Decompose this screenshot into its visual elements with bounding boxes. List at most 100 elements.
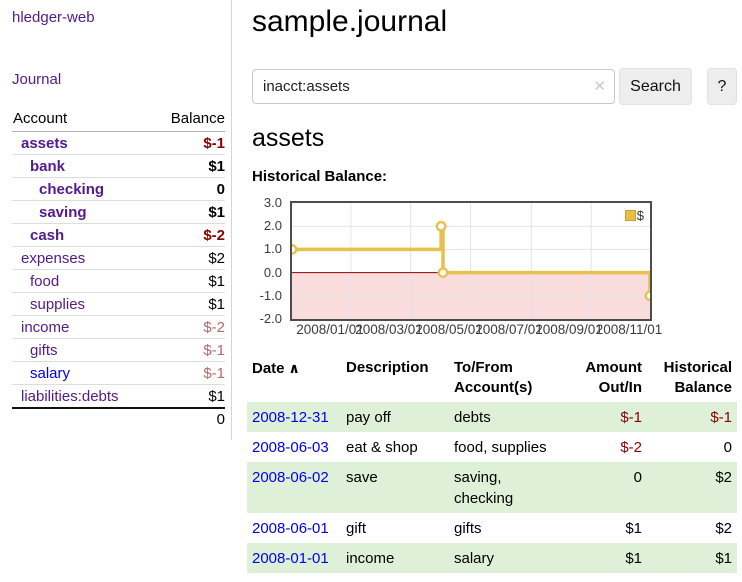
transaction-row: 2008-06-02 save saving, checking 0 $2 <box>247 462 737 513</box>
account-balance: $1 <box>152 269 225 293</box>
register-header-date[interactable]: Date ∧ <box>252 360 300 377</box>
register-header-row: Date ∧ Description To/From Account(s) Amo… <box>247 354 737 402</box>
account-balance: $-1 <box>152 361 225 385</box>
accounts-total-value: 0 <box>152 407 225 430</box>
transaction-date-link[interactable]: 2008-06-03 <box>252 439 329 456</box>
account-link-assets[interactable]: assets <box>21 135 68 152</box>
balance-chart: 3.0 2.0 1.0 0.0 -1.0 -2.0 $ 2008/01/01 2008/03… <box>259 195 663 337</box>
transaction-date-link[interactable]: 2008-06-02 <box>252 469 329 486</box>
account-link-supplies[interactable]: supplies <box>30 296 86 313</box>
search-button[interactable]: Search <box>619 68 692 105</box>
page-title: sample.journal <box>252 5 448 38</box>
account-link-gifts[interactable]: gifts <box>30 342 58 359</box>
account-row: food $1 <box>12 269 225 293</box>
journal-link[interactable]: Journal <box>12 71 62 88</box>
transaction-balance: $2 <box>715 520 732 537</box>
register-header-accounts: To/From Account(s) <box>454 359 533 396</box>
transaction-amount: $1 <box>625 520 642 537</box>
account-link-bank[interactable]: bank <box>30 158 66 175</box>
transaction-description: pay off <box>346 409 391 426</box>
search-input[interactable] <box>252 69 615 104</box>
account-balance: 0 <box>152 177 225 201</box>
transaction-description: income <box>346 550 395 567</box>
account-row: liabilities:debts $1 <box>12 385 225 409</box>
account-link-cash[interactable]: cash <box>30 227 65 244</box>
accounts-header-balance: Balance <box>152 107 225 132</box>
transaction-date-link[interactable]: 2008-12-31 <box>252 409 329 426</box>
account-row: gifts $-1 <box>12 338 225 362</box>
account-balance: $-1 <box>152 338 225 362</box>
account-balance: $1 <box>208 388 225 405</box>
transaction-balance: 0 <box>723 439 732 456</box>
account-row: supplies $1 <box>12 292 225 316</box>
account-row: expenses $2 <box>12 246 225 270</box>
account-row: checking 0 <box>12 177 225 201</box>
accounts-header-account: Account <box>12 107 153 132</box>
account-link-income[interactable]: income <box>21 319 70 336</box>
transaction-accounts: saving, checking <box>454 469 514 507</box>
register-header-balance: Historical Balance <box>663 359 732 396</box>
transaction-description: gift <box>346 520 367 537</box>
transaction-date-link[interactable]: 2008-01-01 <box>252 550 329 567</box>
account-link-food[interactable]: food <box>30 273 60 290</box>
account-balance: $-2 <box>152 223 225 247</box>
transaction-balance: $-1 <box>710 409 732 426</box>
search-bar: ✕ Search ? <box>252 68 737 105</box>
app-title-link[interactable]: hledger-web <box>12 9 95 26</box>
account-balance: $1 <box>152 292 225 316</box>
account-row: assets $-1 <box>12 131 225 155</box>
transaction-amount: $-1 <box>620 409 642 426</box>
account-balance: $1 <box>152 200 225 224</box>
clear-search-icon[interactable]: ✕ <box>593 78 606 95</box>
transaction-amount: 0 <box>633 469 642 486</box>
chart-label: Historical Balance: <box>252 168 388 185</box>
transaction-row: 2008-06-01 gift gifts $1 $2 <box>247 513 737 543</box>
transaction-row: 2008-06-03 eat & shop food, supplies $-2… <box>247 432 737 462</box>
transaction-date-link[interactable]: 2008-06-01 <box>252 520 329 537</box>
account-link-liabilities-debts[interactable]: liabilities:debts <box>21 388 119 405</box>
chart-legend: $ <box>624 208 644 223</box>
account-balance: $-2 <box>152 315 225 339</box>
accounts-total-row: 0 <box>12 407 225 430</box>
transaction-amount: $-2 <box>620 439 642 456</box>
search-box: ✕ <box>252 69 615 104</box>
account-row: saving $1 <box>12 200 225 224</box>
account-heading: assets <box>252 124 325 152</box>
account-link-saving[interactable]: saving <box>39 204 87 221</box>
sort-ascending-icon: ∧ <box>288 360 300 376</box>
main-content: sample.journal ✕ Search ? assets Histori… <box>232 0 742 573</box>
account-link-checking[interactable]: checking <box>39 181 105 198</box>
register-header-amount: Amount Out/In <box>585 359 642 396</box>
transaction-row: 2008-12-31 pay off debts $-1 $-1 <box>247 402 737 432</box>
account-balance: $-1 <box>152 131 225 155</box>
account-row: cash $-2 <box>12 223 225 247</box>
transaction-amount: $1 <box>625 550 642 567</box>
account-row: bank $1 <box>12 154 225 178</box>
transaction-description: save <box>346 469 378 486</box>
legend-series-label: $ <box>636 208 644 223</box>
chart-x-axis: 2008/01/01 2008/03/01 2008/05/01 2008/07/01… <box>296 322 663 337</box>
account-balance: $2 <box>152 246 225 270</box>
account-link-salary[interactable]: salary <box>30 365 71 382</box>
transaction-accounts: food, supplies <box>454 439 547 456</box>
transaction-description: eat & shop <box>346 439 418 456</box>
transaction-balance: $2 <box>715 469 732 486</box>
transaction-balance: $1 <box>715 550 732 567</box>
help-button[interactable]: ? <box>707 68 737 105</box>
transaction-accounts: salary <box>454 550 495 567</box>
transaction-accounts: gifts <box>454 520 482 537</box>
chart-plot-area: $ <box>290 201 652 321</box>
account-balance: $1 <box>152 154 225 178</box>
transaction-accounts: debts <box>454 409 491 426</box>
register-table: Date ∧ Description To/From Account(s) Amo… <box>247 354 737 573</box>
transaction-row: 2008-01-01 income salary $1 $1 <box>247 543 737 573</box>
account-link-expenses[interactable]: expenses <box>21 250 86 267</box>
accounts-table: Account Balance assets $-1 bank $1 check… <box>12 107 225 430</box>
account-row: salary $-1 <box>12 361 225 385</box>
register-header-description: Description <box>346 359 429 376</box>
chart-canvas <box>292 203 650 319</box>
legend-swatch-icon <box>624 210 636 221</box>
sidebar: hledger-web Journal Account Balance asse… <box>0 0 232 440</box>
account-row: income $-2 <box>12 315 225 339</box>
